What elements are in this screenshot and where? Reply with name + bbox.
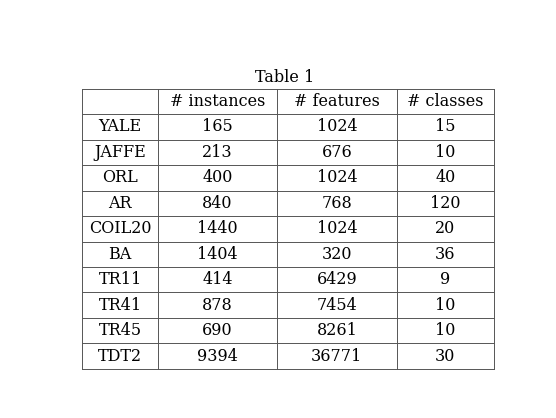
Text: 6429: 6429 <box>316 271 357 288</box>
Text: 878: 878 <box>202 297 233 314</box>
Text: 8261: 8261 <box>316 322 358 339</box>
Text: # features: # features <box>294 93 380 110</box>
Text: 414: 414 <box>202 271 232 288</box>
Text: BA: BA <box>108 246 132 263</box>
Text: 840: 840 <box>202 195 232 212</box>
Text: JAFFE: JAFFE <box>94 144 146 161</box>
Text: 36771: 36771 <box>311 348 363 364</box>
Text: AR: AR <box>108 195 132 212</box>
Text: 1024: 1024 <box>316 169 357 186</box>
Text: YALE: YALE <box>98 118 142 135</box>
Text: 1440: 1440 <box>197 220 238 237</box>
Text: Table 1: Table 1 <box>255 69 315 86</box>
Text: TR45: TR45 <box>98 322 142 339</box>
Text: TDT2: TDT2 <box>98 348 142 364</box>
Text: 1024: 1024 <box>316 118 357 135</box>
Text: 1024: 1024 <box>316 220 357 237</box>
Text: 10: 10 <box>435 322 455 339</box>
Text: 676: 676 <box>321 144 353 161</box>
Text: ORL: ORL <box>102 169 138 186</box>
Text: 10: 10 <box>435 297 455 314</box>
Text: 320: 320 <box>321 246 352 263</box>
Text: 9: 9 <box>440 271 450 288</box>
Text: 30: 30 <box>435 348 455 364</box>
Text: 15: 15 <box>435 118 455 135</box>
Text: 9394: 9394 <box>197 348 238 364</box>
Text: COIL20: COIL20 <box>89 220 151 237</box>
Text: 120: 120 <box>430 195 460 212</box>
Text: 690: 690 <box>202 322 233 339</box>
Text: 165: 165 <box>202 118 233 135</box>
Text: 10: 10 <box>435 144 455 161</box>
Text: TR11: TR11 <box>98 271 142 288</box>
Text: 20: 20 <box>435 220 455 237</box>
Text: 1404: 1404 <box>197 246 238 263</box>
Text: # instances: # instances <box>170 93 265 110</box>
Text: 400: 400 <box>202 169 232 186</box>
Text: TR41: TR41 <box>98 297 142 314</box>
Text: 36: 36 <box>435 246 455 263</box>
Text: # classes: # classes <box>407 93 484 110</box>
Text: 40: 40 <box>435 169 455 186</box>
Text: 213: 213 <box>202 144 233 161</box>
Text: 7454: 7454 <box>316 297 357 314</box>
Text: 768: 768 <box>321 195 353 212</box>
